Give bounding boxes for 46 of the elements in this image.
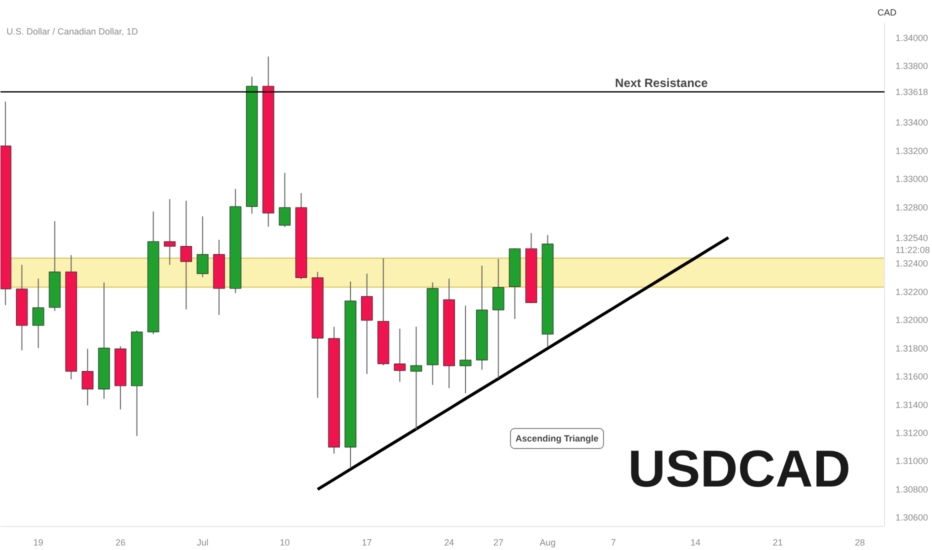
x-tick-label: 24 bbox=[444, 538, 454, 548]
candlestick bbox=[82, 348, 94, 406]
y-tick-label: 1.30800 bbox=[896, 484, 928, 494]
candlestick bbox=[492, 258, 504, 379]
candlestick bbox=[460, 305, 472, 394]
x-tick-label: 14 bbox=[690, 538, 701, 548]
y-tick-label: 1.31400 bbox=[896, 400, 928, 410]
ref-line-label: Next Resistance bbox=[615, 76, 708, 90]
y-tick-label: 1.32800 bbox=[896, 202, 928, 212]
x-tick-label: 27 bbox=[493, 538, 504, 548]
x-tick-label: 21 bbox=[772, 538, 783, 548]
y-tick-label: 1.33000 bbox=[896, 174, 928, 184]
x-tick-label: 17 bbox=[362, 538, 372, 548]
y-tick-label: 1.31800 bbox=[896, 343, 928, 354]
y-tick-label: 1.32000 bbox=[896, 315, 928, 326]
x-tick-label: 28 bbox=[854, 538, 865, 548]
y-tick-label: 1.32200 bbox=[896, 286, 928, 297]
x-tick-label: 19 bbox=[33, 538, 44, 548]
x-tick-label: 10 bbox=[280, 538, 290, 548]
candlestick bbox=[180, 200, 192, 310]
x-tick-label: 7 bbox=[610, 538, 616, 548]
annotation: Ascending Triangle bbox=[516, 434, 599, 444]
y-tick-label: 1.31200 bbox=[896, 428, 928, 438]
y-axis-title: CAD bbox=[878, 8, 897, 18]
candlestick bbox=[164, 198, 176, 266]
y-tick-label: 1.33618 bbox=[896, 86, 928, 97]
candlestick bbox=[394, 328, 406, 382]
x-tick-label: Aug bbox=[540, 538, 556, 548]
x-tick-label: 26 bbox=[115, 538, 126, 548]
candlestick bbox=[32, 278, 44, 349]
y-tick-label: 1.31000 bbox=[896, 456, 928, 466]
y-tick-label: 1.33200 bbox=[896, 146, 928, 156]
y-tick-label: 1.31600 bbox=[896, 372, 928, 382]
y-tick-label: 1.34000 bbox=[896, 33, 928, 44]
chart-title: U.S. Dollar / Canadian Dollar, 1D bbox=[6, 26, 139, 36]
candlestick bbox=[410, 326, 422, 430]
y-tick-label: 1.33400 bbox=[896, 118, 928, 128]
annotation: USDCAD bbox=[628, 440, 851, 498]
y-tick-label: 1.32400 bbox=[896, 258, 928, 269]
y-tick-label: 1.30600 bbox=[896, 512, 928, 523]
y-tick-label: 1.33800 bbox=[896, 61, 928, 72]
candlestick bbox=[361, 273, 373, 375]
y-tick-label: 1.32540 11:22:08 bbox=[896, 232, 930, 255]
x-tick-label: Jul bbox=[196, 538, 208, 548]
candlestick bbox=[196, 216, 208, 278]
candlestick bbox=[278, 172, 291, 228]
